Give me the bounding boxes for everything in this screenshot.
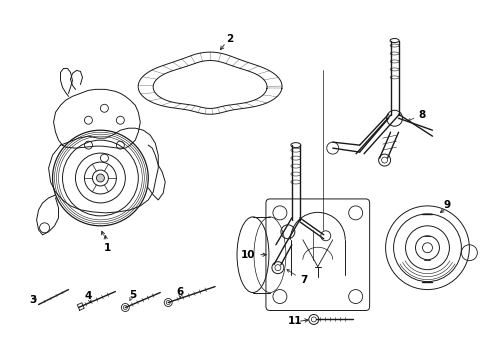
Text: 7: 7 xyxy=(300,275,308,285)
Text: 10: 10 xyxy=(241,250,255,260)
Circle shape xyxy=(97,174,104,182)
Text: 5: 5 xyxy=(129,289,136,300)
Text: 11: 11 xyxy=(288,316,302,327)
Text: 2: 2 xyxy=(226,33,234,44)
Text: 3: 3 xyxy=(29,294,36,305)
Text: 9: 9 xyxy=(444,200,451,210)
Text: 6: 6 xyxy=(176,287,184,297)
Text: 4: 4 xyxy=(85,291,92,301)
Text: 1: 1 xyxy=(104,243,111,253)
Text: 8: 8 xyxy=(419,110,426,120)
